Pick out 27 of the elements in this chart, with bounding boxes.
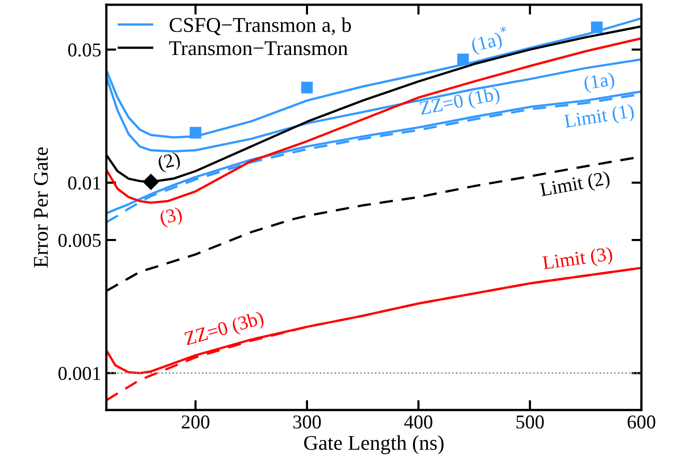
annotation: ZZ=0 (3b) [184, 310, 266, 350]
y-tick-label: 0.005 [58, 234, 101, 248]
x-tick-label: 300 [293, 415, 321, 429]
annotation: (3) [159, 206, 184, 228]
annotation: (1a)$^{*}$ [469, 26, 511, 56]
annotation: (1a) [583, 72, 616, 94]
y-tick-label: 0.001 [58, 366, 100, 380]
y-tick-label: 0.05 [68, 43, 101, 57]
annotation: Limit (1) [564, 103, 635, 132]
y-axis-title: Error Per Gate [34, 147, 48, 268]
point [142, 174, 160, 190]
point [301, 82, 313, 94]
point [591, 21, 603, 34]
annotation: (2) [157, 151, 182, 174]
legend-label: CSFQ−Transmon a, b [170, 17, 351, 36]
x-tick-label: 600 [628, 415, 656, 429]
point [190, 126, 202, 139]
annotation: Limit (3) [542, 246, 614, 274]
x-tick-label: 500 [516, 415, 544, 429]
x-axis-title: Gate Length (ns) [304, 435, 444, 454]
y-tick-label: 0.01 [68, 176, 100, 190]
point [457, 54, 469, 66]
x-tick-label: 200 [182, 415, 210, 429]
legend-label: Transmon−Transmon [169, 41, 348, 56]
x-tick-label: 400 [404, 415, 432, 429]
annotation: ZZ=0 (1b) [419, 86, 501, 119]
annotation: Limit (2) [539, 170, 611, 200]
